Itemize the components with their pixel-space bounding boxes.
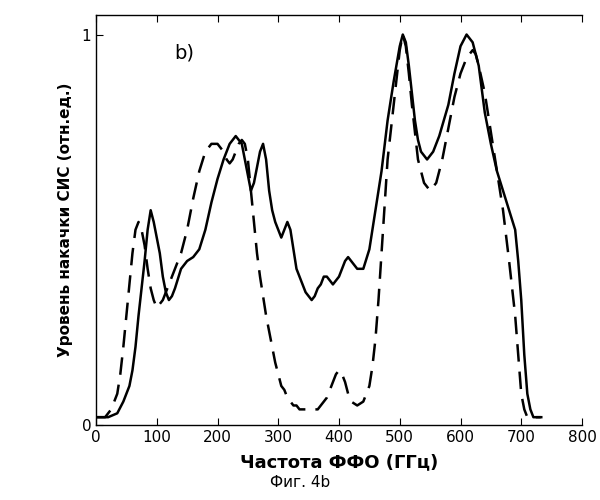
- Y-axis label: Уровень накачки СИС (отн.ед.): Уровень накачки СИС (отн.ед.): [58, 83, 73, 357]
- X-axis label: Частота ФФО (ГГц): Частота ФФО (ГГц): [240, 453, 438, 471]
- Text: b): b): [174, 44, 194, 62]
- Text: Фиг. 4b: Фиг. 4b: [270, 475, 330, 490]
